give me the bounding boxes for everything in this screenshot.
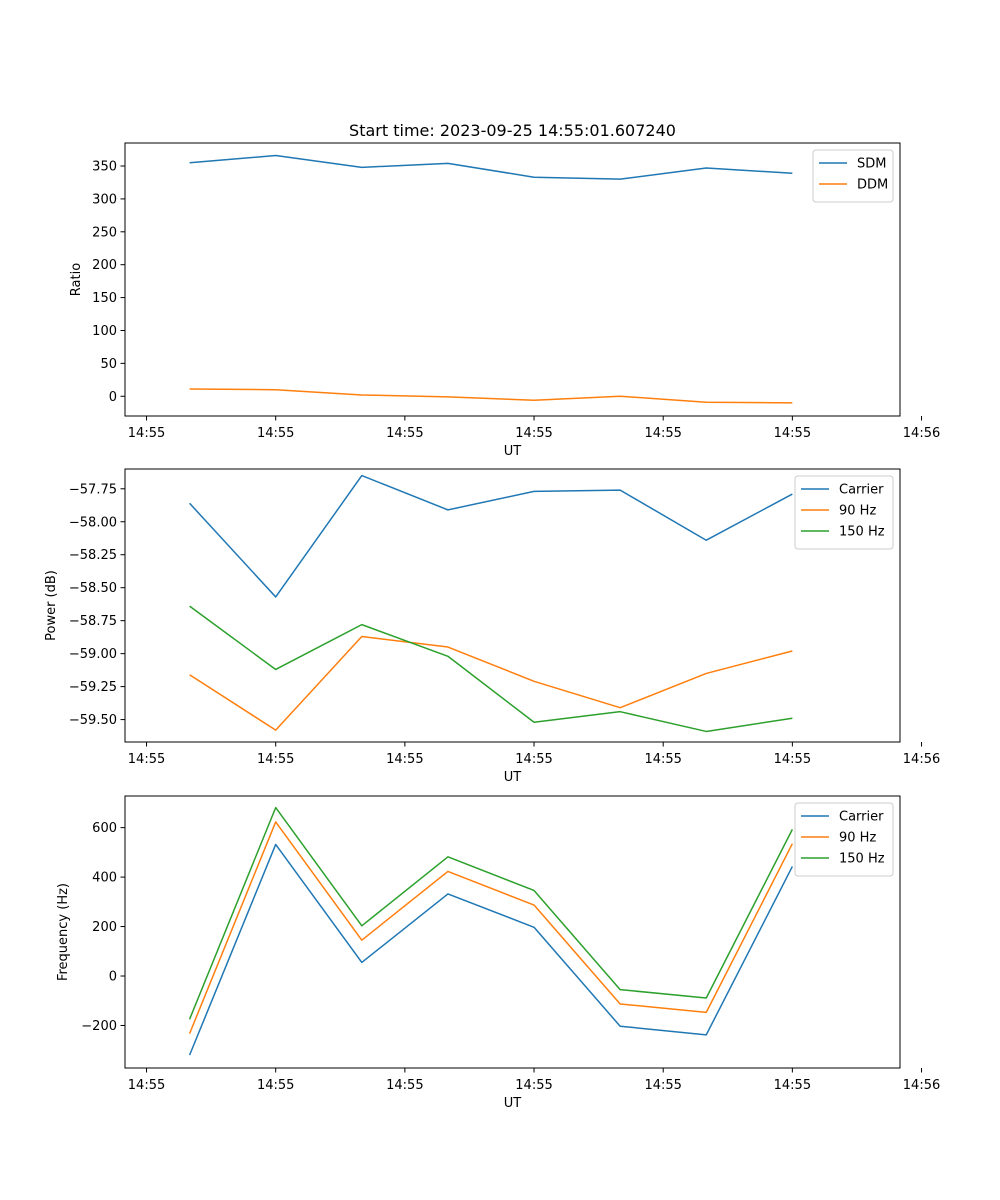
y-tick-label: 0 xyxy=(109,970,117,985)
y-tick-label: −59.50 xyxy=(69,713,117,728)
y-tick-label: 250 xyxy=(92,225,117,240)
x-axis-label: UT xyxy=(504,1096,522,1111)
plot-frame xyxy=(124,795,901,1069)
x-tick-label: 14:55 xyxy=(644,1078,681,1093)
chart-title: Start time: 2023-09-25 14:55:01.607240 xyxy=(349,121,676,140)
x-tick-label: 14:55 xyxy=(774,752,811,767)
y-tick-label: −59.00 xyxy=(69,647,117,662)
x-tick-label: 14:55 xyxy=(774,1078,811,1093)
x-tick-label: 14:55 xyxy=(644,752,681,767)
x-tick-label: 14:56 xyxy=(903,426,940,441)
x-tick-label: 14:55 xyxy=(774,426,811,441)
x-tick-label: 14:55 xyxy=(515,1078,552,1093)
legend-label: SDM xyxy=(857,157,886,172)
plot-frame xyxy=(124,468,901,743)
y-tick-label: −58.50 xyxy=(69,581,117,596)
y-tick-label: 200 xyxy=(92,258,117,273)
y-tick-label: 200 xyxy=(92,920,117,935)
legend-label: 150 Hz xyxy=(839,852,885,867)
frequency-panel: 14:55 14:55 14:55 14:55 14:55 14:55 14:56 −200 0… xyxy=(56,795,940,1111)
series-line-carrier xyxy=(188,843,794,1056)
y-tick-label: 300 xyxy=(92,192,117,207)
ratio-panel: 14:55 14:55 14:55 14:55 14:55 14:55 14:56 0 50 10… xyxy=(69,142,940,459)
x-tick-label: 14:55 xyxy=(515,426,552,441)
series-line-150-hz xyxy=(189,605,793,733)
x-tick-label: 14:56 xyxy=(903,1078,940,1093)
series-line-carrier xyxy=(189,474,793,598)
series-line-90-hz xyxy=(188,821,794,1034)
series-line-sdm xyxy=(189,154,793,180)
y-tick-label: 350 xyxy=(92,160,117,175)
y-tick-label: −57.75 xyxy=(69,482,117,497)
y-tick-label: 600 xyxy=(92,821,117,836)
series-line-ddm xyxy=(189,388,793,404)
x-axis-label: UT xyxy=(504,444,522,459)
y-tick-label: −58.25 xyxy=(69,548,117,563)
y-tick-label: −59.25 xyxy=(69,680,117,695)
legend-label: Carrier xyxy=(839,483,884,498)
legend-label: 90 Hz xyxy=(839,504,876,519)
legend-label: 90 Hz xyxy=(839,831,876,846)
y-tick-label: −58.00 xyxy=(69,515,117,530)
y-tick-label: 0 xyxy=(109,390,117,405)
x-axis-label: UT xyxy=(504,770,522,785)
x-tick-label: 14:55 xyxy=(386,426,423,441)
y-tick-label: 150 xyxy=(92,291,117,306)
y-tick-label: −200 xyxy=(81,1019,117,1034)
x-tick-label: 14:56 xyxy=(903,752,940,767)
x-tick-label: 14:55 xyxy=(257,426,294,441)
y-tick-label: 50 xyxy=(100,357,117,372)
x-tick-label: 14:55 xyxy=(386,752,423,767)
x-tick-label: 14:55 xyxy=(386,1078,423,1093)
power-panel: 14:55 14:55 14:55 14:55 14:55 14:55 14:56 −57.7… xyxy=(44,468,940,785)
y-axis-label: Frequency (Hz) xyxy=(56,883,71,981)
x-tick-label: 14:55 xyxy=(128,1078,165,1093)
legend-label: DDM xyxy=(857,178,888,193)
x-tick-label: 14:55 xyxy=(128,752,165,767)
x-tick-label: 14:55 xyxy=(644,426,681,441)
series-line-150-hz xyxy=(188,806,794,1020)
y-tick-label: 100 xyxy=(92,324,117,339)
x-tick-label: 14:55 xyxy=(257,752,294,767)
legend-label: Carrier xyxy=(839,810,884,825)
x-tick-label: 14:55 xyxy=(515,752,552,767)
y-tick-label: −58.75 xyxy=(69,614,117,629)
legend-label: 150 Hz xyxy=(839,525,885,540)
plot-frame xyxy=(124,142,901,417)
y-axis-label: Ratio xyxy=(69,263,84,296)
x-tick-label: 14:55 xyxy=(128,426,165,441)
y-axis-label: Power (dB) xyxy=(44,570,59,641)
y-tick-label: 400 xyxy=(92,871,117,886)
x-tick-label: 14:55 xyxy=(257,1078,294,1093)
series-line-90-hz xyxy=(189,635,793,731)
